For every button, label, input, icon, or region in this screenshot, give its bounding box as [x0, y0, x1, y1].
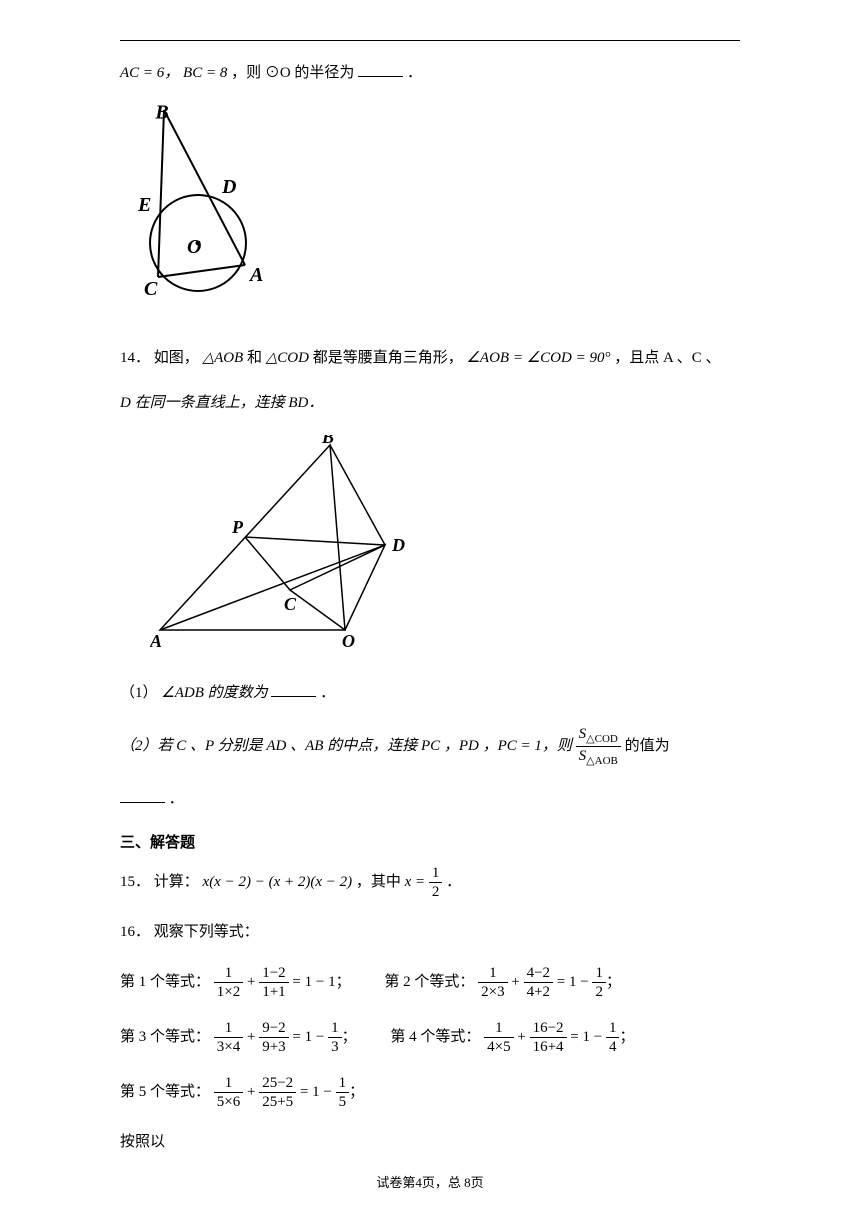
q14-t2: 和 — [247, 350, 266, 366]
q16-label: 观察下列等式： — [154, 924, 259, 940]
q14-sub2-blank-line: ． — [120, 786, 740, 813]
q16-line: 16． 观察下列等式： — [120, 919, 740, 946]
q14-l2: D 在同一条直线上，连接 BD． — [120, 395, 323, 411]
svg-text:A: A — [150, 631, 162, 650]
q13-bc: BC = 8 — [183, 65, 227, 81]
q16-num: 16． — [120, 924, 150, 940]
svg-text:C: C — [284, 594, 297, 614]
q14-t3: 都是等腰直角三角形， — [313, 350, 463, 366]
q13-suffix: ，则 ⊙O 的半径为 — [231, 65, 354, 81]
svg-text:A: A — [248, 264, 263, 286]
q15-line: 15． 计算： x(x − 2) − (x + 2)(x − 2) ，其中 x … — [120, 864, 740, 901]
svg-text:C: C — [144, 278, 158, 300]
svg-text:P: P — [231, 517, 244, 537]
svg-text:B: B — [321, 435, 334, 447]
q14-sub2-prefix: （2）若 C 、P 分别是 AD 、AB 的中点，连接 PC ，PD ，PC =… — [120, 738, 576, 754]
q15-expr: x(x − 2) − (x + 2)(x − 2) — [203, 874, 353, 890]
q13-ac: AC = 6， — [120, 65, 179, 81]
q16-row3: 第 5 个等式： 15×6 + 25−225+5 = 1 − 15； — [120, 1074, 740, 1111]
q15-end: ． — [446, 874, 461, 890]
q14-sub1-text: ∠ADB 的度数为 — [161, 685, 267, 701]
q15-num: 15． — [120, 874, 150, 890]
q15-where: ，其中 — [356, 874, 405, 890]
q16-trailing: 按照以 — [120, 1129, 740, 1156]
q14-angle: ∠AOB = ∠COD = 90° — [466, 350, 610, 366]
svg-text:E: E — [137, 194, 151, 216]
q14-ratio-frac: S△COD S△AOB — [576, 725, 621, 768]
svg-text:D: D — [391, 535, 405, 555]
q14-cod: △COD — [266, 350, 309, 366]
q14-figure: B P D C A O — [120, 435, 740, 655]
q14-sub1-blank — [271, 696, 316, 697]
svg-text:B: B — [154, 105, 168, 124]
q14-num: 14． — [120, 350, 150, 366]
q14-svg: B P D C A O — [150, 435, 430, 650]
q13-blank — [358, 76, 403, 77]
svg-text:D: D — [221, 176, 236, 198]
q14-sub2: （2）若 C 、P 分别是 AD 、AB 的中点，连接 PC ，PD ，PC =… — [120, 725, 740, 768]
q14-line1: 14． 如图， △AOB 和 △COD 都是等腰直角三角形， ∠AOB = ∠C… — [120, 345, 740, 372]
section3-title: 三、解答题 — [120, 831, 740, 852]
q14-t4: ，且点 A 、C 、 — [614, 350, 720, 366]
q15-label: 计算： — [154, 874, 199, 890]
q14-aob: △AOB — [203, 350, 244, 366]
q14-line2: D 在同一条直线上，连接 BD． — [120, 390, 740, 417]
page-footer: 试卷第4页，总 8页 — [0, 1172, 860, 1191]
q14-sub1-end: ． — [320, 685, 335, 701]
svg-text:O: O — [187, 236, 201, 258]
q14-sub1: （1） ∠ADB 的度数为 ． — [120, 680, 740, 707]
q14-sub1-prefix: （1） — [120, 685, 158, 701]
q14-sub2-end: ． — [169, 791, 184, 807]
q14-sub2-suffix: 的值为 — [625, 738, 670, 754]
q13-svg: B E D O C A — [120, 105, 300, 315]
svg-text:O: O — [342, 631, 355, 650]
q14-sub2-blank — [120, 802, 165, 803]
q14-t1: 如图， — [154, 350, 199, 366]
q16-row1: 第 1 个等式： 11×2 + 1−21+1 = 1 − 1； 第 2 个等式：… — [120, 964, 740, 1001]
q15-xeq: x = — [405, 874, 429, 890]
q13-end: ． — [407, 65, 422, 81]
q16-row2: 第 3 个等式： 13×4 + 9−29+3 = 1 − 13； 第 4 个等式… — [120, 1019, 740, 1056]
q13-figure: B E D O C A — [120, 105, 740, 320]
q15-frac: 1 2 — [429, 864, 443, 901]
q13-line: AC = 6， BC = 8 ，则 ⊙O 的半径为 ． — [120, 60, 740, 87]
